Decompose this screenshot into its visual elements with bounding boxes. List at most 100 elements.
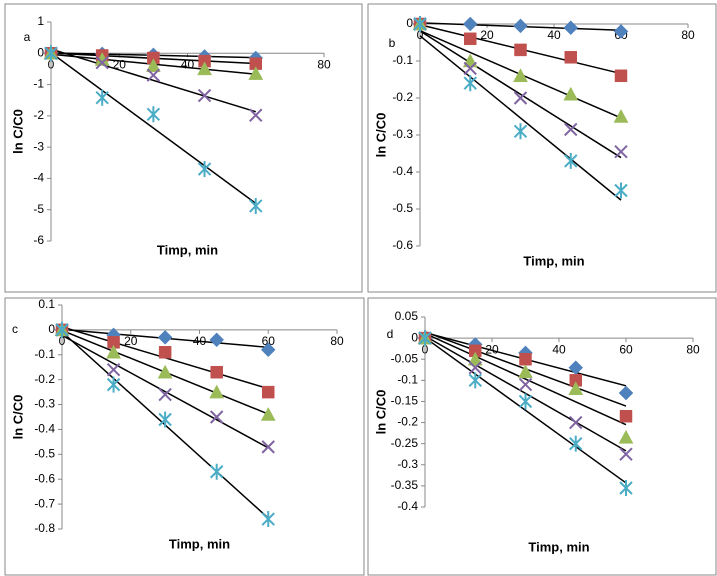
marker: [463, 61, 477, 76]
x-tick-label: 40: [552, 342, 566, 356]
y-axis-title: ln C/C0: [373, 390, 388, 435]
y-axis-title: ln C/C0: [10, 109, 25, 154]
marker: [158, 346, 172, 359]
marker: [469, 344, 482, 358]
marker: [209, 332, 225, 348]
y-tick-label: 0: [37, 45, 44, 59]
marker: [210, 365, 223, 379]
marker: [260, 406, 276, 421]
marker: [468, 372, 482, 389]
marker: [158, 411, 172, 428]
marker: [564, 152, 578, 169]
marker: [618, 385, 634, 401]
marker: [462, 16, 478, 32]
marker: [619, 409, 633, 423]
panel-label: b: [389, 36, 396, 50]
marker: [44, 45, 58, 62]
panel: -0.6-0.5-0.4-0.3-0.2-0.10020406080bTimp,…: [367, 3, 717, 293]
y-tick-label: -0.5: [392, 201, 413, 215]
marker: [197, 161, 212, 178]
marker: [613, 108, 629, 123]
marker: [413, 16, 427, 32]
marker: [564, 51, 577, 64]
marker: [249, 57, 262, 70]
y-tick-label: 0: [48, 322, 55, 336]
marker: [145, 58, 161, 73]
x-tick-label: 80: [317, 57, 331, 71]
x-axis-title: Timp, min: [523, 253, 584, 268]
marker: [198, 54, 211, 68]
marker: [248, 66, 264, 80]
marker: [569, 374, 582, 387]
marker: [518, 364, 533, 379]
x-tick-label: 0: [417, 28, 424, 42]
marker: [147, 51, 160, 65]
y-tick-label: -2: [33, 108, 44, 122]
y-tick-label: 0: [406, 16, 413, 30]
marker: [518, 393, 533, 410]
y-tick-label: 0.05: [395, 309, 419, 323]
panel-border: [4, 297, 365, 576]
marker: [261, 440, 275, 454]
x-tick-label: 0: [59, 334, 66, 348]
marker: [467, 351, 483, 366]
y-tick-label: -0.2: [392, 90, 413, 104]
y-tick-label: -0.1: [392, 53, 413, 67]
y-tick-label: -6: [33, 233, 44, 247]
y-tick-label: -4: [33, 171, 44, 185]
marker: [513, 18, 528, 34]
panel-label: d: [387, 327, 394, 341]
x-axis-title: Timp, min: [157, 242, 218, 257]
y-tick-label: -0.1: [397, 373, 418, 387]
marker: [55, 321, 69, 338]
marker: [418, 330, 432, 347]
y-axis-title: ln C/C0: [10, 395, 25, 440]
marker: [519, 352, 532, 366]
marker: [262, 385, 275, 399]
y-tick-label: -0.5: [34, 447, 55, 461]
marker: [569, 415, 583, 430]
marker: [107, 336, 120, 349]
marker: [614, 182, 628, 199]
x-tick-label: 40: [547, 28, 561, 42]
x-tick-label: 60: [619, 342, 633, 356]
marker: [157, 330, 173, 345]
x-axis-title: Timp, min: [528, 539, 589, 554]
trendline: [50, 48, 256, 113]
trendline: [419, 30, 622, 159]
y-tick-label: -0.6: [34, 471, 55, 485]
marker: [518, 377, 533, 392]
y-tick-label: -0.2: [34, 372, 55, 386]
marker: [106, 344, 121, 359]
x-tick-label: 80: [686, 342, 700, 356]
marker: [513, 123, 528, 140]
marker: [95, 89, 109, 106]
marker: [464, 32, 477, 46]
y-tick-label: -0.25: [391, 436, 419, 450]
marker: [514, 43, 527, 57]
marker: [157, 364, 173, 379]
marker: [197, 61, 212, 76]
trendline: [61, 334, 269, 449]
x-tick-label: 0: [422, 342, 429, 356]
x-tick-label: 20: [485, 342, 499, 356]
marker: [613, 24, 629, 39]
marker: [462, 53, 478, 68]
marker: [513, 91, 528, 105]
y-tick-label: -5: [33, 202, 44, 216]
y-tick-label: -0.7: [34, 496, 55, 510]
y-tick-label: -0.4: [397, 499, 418, 513]
x-tick-label: 80: [330, 334, 344, 348]
panel-label: c: [12, 322, 18, 336]
marker: [209, 463, 224, 480]
y-tick-label: -0.4: [34, 422, 55, 436]
trendline: [424, 335, 627, 452]
marker: [569, 435, 583, 452]
y-tick-label: 0: [411, 330, 418, 344]
marker: [260, 342, 276, 358]
marker: [249, 197, 263, 214]
marker: [614, 144, 628, 159]
marker: [146, 106, 161, 123]
marker: [158, 387, 172, 402]
